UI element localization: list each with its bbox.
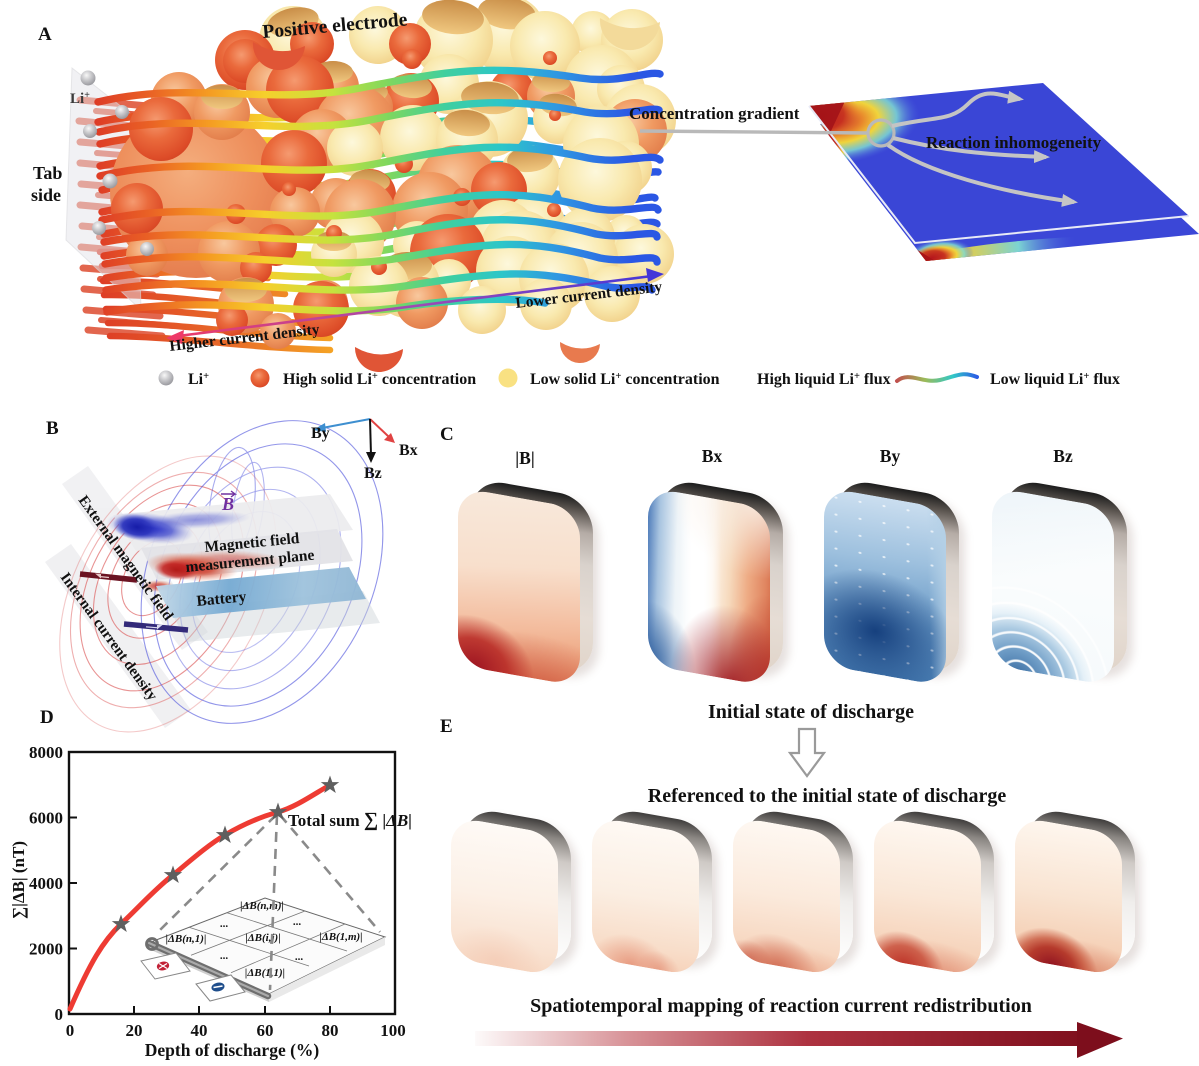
svg-text:Battery: Battery	[196, 588, 248, 610]
svg-text:side: side	[31, 185, 61, 205]
svg-text:0: 0	[66, 1021, 75, 1040]
svg-text:E: E	[440, 716, 453, 737]
svg-text:2000: 2000	[29, 940, 63, 959]
svg-text:∑|ΔB| (nT): ∑|ΔB| (nT)	[9, 841, 28, 919]
svg-text:100: 100	[380, 1021, 406, 1040]
svg-text:Referenced to the initial stat: Referenced to the initial state of disch…	[648, 785, 1007, 807]
svg-text:Concentration gradient: Concentration gradient	[629, 104, 800, 123]
svg-text:|ΔB(1,1)|: |ΔB(1,1)|	[245, 967, 285, 979]
svg-text:...: ...	[220, 950, 229, 962]
svg-text:|B|: |B|	[515, 448, 534, 468]
svg-text:By: By	[311, 425, 330, 442]
svg-text:Initial state of discharge: Initial state of discharge	[708, 701, 914, 723]
svg-text:80: 80	[322, 1021, 339, 1040]
svg-text:Bz: Bz	[1053, 446, 1073, 466]
svg-text:6000: 6000	[29, 809, 63, 828]
svg-text:C: C	[440, 424, 454, 445]
svg-text:Low liquid Li+ flux: Low liquid Li+ flux	[990, 371, 1120, 388]
svg-text:0: 0	[55, 1005, 64, 1024]
svg-text:Bx: Bx	[399, 442, 418, 459]
svg-text:8000: 8000	[29, 743, 63, 762]
svg-text:4000: 4000	[29, 874, 63, 893]
svg-text:By: By	[880, 446, 901, 466]
svg-text:20: 20	[126, 1021, 143, 1040]
svg-text:...: ...	[293, 916, 302, 928]
svg-text:Low solid Li+ concentration: Low solid Li+ concentration	[530, 371, 720, 388]
svg-text:High liquid Li+ flux: High liquid Li+ flux	[757, 371, 891, 388]
svg-text:B: B	[46, 418, 59, 439]
svg-text:Bz: Bz	[364, 465, 382, 482]
svg-text:|ΔB(i,j)|: |ΔB(i,j)|	[245, 932, 280, 944]
svg-text:D: D	[40, 707, 54, 728]
svg-text:High solid Li+ concentration: High solid Li+ concentration	[283, 371, 476, 388]
svg-text:...: ...	[295, 951, 304, 963]
svg-text:Li+: Li+	[188, 371, 209, 388]
svg-text:60: 60	[257, 1021, 274, 1040]
svg-text:B: B	[221, 494, 234, 514]
svg-text:Spatiotemporal mapping of reac: Spatiotemporal mapping of reaction curre…	[530, 995, 1032, 1017]
svg-text:Total sum ∑ |ΔB|: Total sum ∑ |ΔB|	[288, 809, 412, 831]
svg-text:Tab: Tab	[33, 163, 62, 183]
svg-text:A: A	[38, 24, 52, 45]
svg-text:Reaction inhomogeneity: Reaction inhomogeneity	[926, 133, 1102, 152]
svg-text:|ΔB(n,1)|: |ΔB(n,1)|	[166, 933, 207, 945]
svg-text:|ΔB(n,m)|: |ΔB(n,m)|	[240, 900, 284, 912]
svg-text:40: 40	[191, 1021, 208, 1040]
svg-text:Bx: Bx	[702, 446, 723, 466]
svg-text:Depth of discharge (%): Depth of discharge (%)	[145, 1040, 320, 1060]
svg-text:...: ...	[220, 918, 229, 930]
svg-text:|ΔB(1,m)|: |ΔB(1,m)|	[319, 931, 362, 943]
